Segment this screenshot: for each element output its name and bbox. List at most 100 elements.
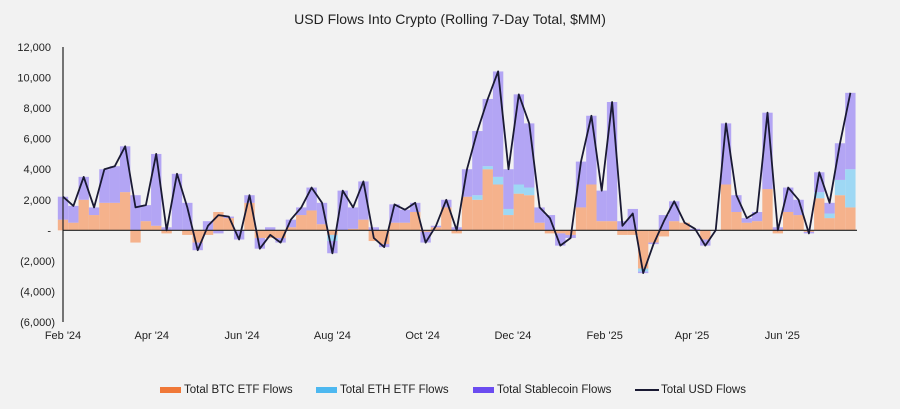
bar-btc-etf-flows [399,222,411,231]
x-tick-label: Aug '24 [314,330,351,342]
y-tick-label: 10,000 [17,73,51,85]
y-tick-label: 6,000 [23,134,51,146]
x-tick-label: Feb '25 [587,330,623,342]
bar-btc-etf-flows [68,222,79,231]
bar-stablecoin-flows [316,202,328,225]
bar-btc-etf-flows [244,202,255,231]
bar-stablecoin-flows [337,190,348,231]
bar-stablecoin-flows [834,143,846,180]
bar-eth-etf-flows [472,195,483,200]
bar-btc-etf-flows [161,230,172,234]
bar-btc-etf-flows [88,215,100,231]
bar-stablecoin-flows [596,190,607,222]
bar-stablecoin-flows [171,173,183,231]
bar-eth-etf-flows [814,192,825,199]
bar-btc-etf-flows [451,230,462,234]
bar-btc-etf-flows [430,227,442,231]
bar-btc-etf-flows [834,195,846,231]
bar-stablecoin-flows [140,205,152,222]
bar-eth-etf-flows [845,169,856,208]
bar-btc-etf-flows [306,210,317,231]
bar-stablecoin-flows [814,172,825,193]
bar-btc-etf-flows [700,230,711,240]
bar-btc-etf-flows [534,222,545,231]
bar-stablecoin-flows [544,215,556,231]
x-tick-label: Jun '25 [765,330,800,342]
bar-btc-etf-flows [378,230,390,245]
bar-btc-etf-flows [845,207,856,231]
bar-btc-etf-flows [492,184,504,231]
x-tick-label: Oct '24 [405,330,440,342]
bar-btc-etf-flows [296,215,307,231]
bar-stablecoin-flows [524,123,535,188]
bar-stablecoin-flows [441,199,452,208]
bar-btc-etf-flows [524,195,535,231]
bar-stablecoin-flows [68,205,79,223]
bar-stablecoin-flows [461,169,473,197]
bar-stablecoin-flows [327,241,338,254]
bar-btc-etf-flows [793,215,804,231]
bar-stablecoin-flows [358,181,369,220]
bar-btc-etf-flows [410,212,421,231]
x-tick-label: Apr '24 [135,330,170,342]
bar-btc-etf-flows [596,221,607,231]
bar-btc-etf-flows [513,193,525,231]
bar-btc-etf-flows [151,225,162,231]
bar-stablecoin-flows [368,227,379,231]
x-axis: Feb '24 Apr '24 Jun '24 Aug '24 Oct '24 Dec '… [45,330,800,342]
bar-eth-etf-flows [513,184,525,194]
bar-btc-etf-flows [669,221,680,231]
bar-btc-etf-flows [586,184,597,231]
bar-eth-etf-flows [482,166,493,170]
bar-stablecoin-flows [627,208,638,231]
bar-eth-etf-flows [503,208,514,216]
bar-btc-etf-flows [679,222,690,231]
bar-stablecoin-flows [741,218,752,223]
bar-btc-etf-flows [119,192,131,231]
bar-stablecoin-flows [306,187,317,211]
y-tick-label: (6,000) [20,317,55,329]
bar-stablecoin-flows [575,161,587,208]
bar-stablecoin-flows [265,227,276,231]
bar-stablecoin-flows [410,202,421,212]
bar-stablecoin-flows [503,169,514,209]
x-tick-label: Dec '24 [494,330,531,342]
bar-stablecoin-flows [669,201,680,222]
bar-stablecoin-flows [213,230,224,234]
bar-btc-etf-flows [254,230,266,238]
bar-btc-etf-flows [182,230,193,235]
y-tick-label: 2,000 [23,195,51,207]
bar-stablecoin-flows [845,92,856,170]
bar-stablecoin-flows [720,123,732,185]
bar-stablecoin-flows [492,71,504,177]
bar-btc-etf-flows [751,221,763,231]
bar-stablecoin-flows [296,207,307,216]
legend-item-btc: Total BTC ETF Flows [160,384,293,396]
bars-layer [57,71,856,274]
bar-btc-etf-flows [472,199,483,231]
bar-stablecoin-flows [700,239,711,246]
bar-btc-etf-flows [741,222,752,231]
legend-label: Total ETH ETF Flows [340,384,449,396]
x-tick-label: Jun '24 [225,330,260,342]
bar-stablecoin-flows [606,102,618,222]
y-tick-label: - [47,225,51,237]
bar-eth-etf-flows [524,187,535,196]
bar-btc-etf-flows [285,227,297,231]
bar-btc-etf-flows [824,218,835,231]
legend-swatch-usd-line [635,389,659,391]
bar-btc-etf-flows [358,219,369,231]
y-tick-label: (4,000) [20,286,55,298]
bar-stablecoin-flows [783,187,794,212]
bar-btc-etf-flows [99,202,110,231]
bar-btc-etf-flows [420,230,431,232]
bar-stablecoin-flows [824,202,835,214]
bar-stablecoin-flows [793,199,804,216]
legend-swatch-stablecoin [473,387,494,393]
bar-stablecoin-flows [285,219,297,228]
chart-title: USD Flows Into Crypto (Rolling 7-Day Tot… [294,11,606,27]
bar-eth-etf-flows [492,176,504,185]
legend-label: Total BTC ETF Flows [184,384,293,396]
bar-eth-etf-flows [834,179,846,196]
